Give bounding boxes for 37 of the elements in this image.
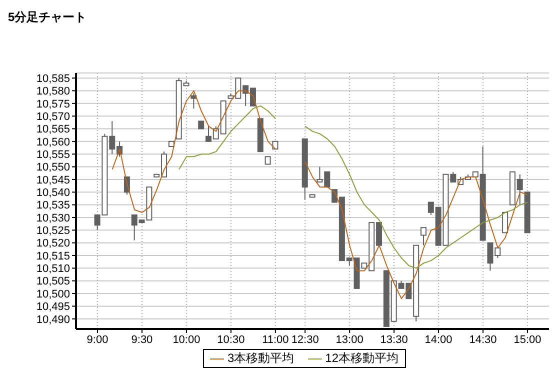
chart-title: 5分足チャート [8, 9, 87, 26]
y-tick-label: 10,490 [36, 314, 70, 326]
x-tick-label: 9:00 [86, 334, 108, 346]
x-tick-label: 13:30 [380, 334, 408, 346]
y-tick-label: 10,560 [36, 136, 70, 148]
y-tick-label: 10,525 [36, 225, 70, 238]
y-tick-label: 10,545 [36, 174, 70, 186]
y-tick-label: 10,510 [36, 263, 70, 276]
x-tick-label: 14:00 [424, 334, 452, 346]
x-tick-label: 15:00 [514, 334, 542, 346]
y-tick-label: 10,565 [36, 124, 70, 136]
y-tick-label: 10,530 [36, 212, 70, 224]
y-tick-label: 10,520 [36, 238, 70, 250]
y-tick-label: 10,540 [36, 187, 70, 200]
y-tick-label: 10,575 [36, 98, 70, 110]
y-tick-label: 10,585 [36, 72, 70, 85]
y-tick-label: 10,505 [36, 276, 70, 288]
candlestick [190, 92, 197, 109]
y-tick-label: 10,535 [36, 200, 70, 212]
y-tick-label: 10,500 [36, 288, 70, 300]
y-tick-label: 10,515 [36, 250, 70, 262]
candlestick [420, 227, 426, 246]
candlestick [502, 212, 508, 234]
y-tick-label: 10,550 [36, 162, 70, 174]
legend-label: 12本移動平均 [325, 350, 399, 367]
y-tick-label: 10,580 [36, 86, 70, 98]
y-tick-label: 10,495 [36, 301, 70, 314]
y-tick-label: 10,555 [36, 149, 70, 162]
x-tick-label: 12:30 [291, 334, 319, 346]
x-tick-label: 10:30 [217, 334, 245, 346]
y-tick-label: 10,570 [36, 110, 70, 123]
legend-label: 3本移動平均 [227, 350, 294, 367]
x-tick-label: 13:00 [336, 334, 364, 346]
x-tick-label: 9:30 [131, 334, 153, 346]
x-tick-label: 14:30 [469, 334, 497, 346]
x-tick-label: 10:00 [172, 334, 200, 346]
x-tick-label: 11:00 [262, 334, 289, 346]
